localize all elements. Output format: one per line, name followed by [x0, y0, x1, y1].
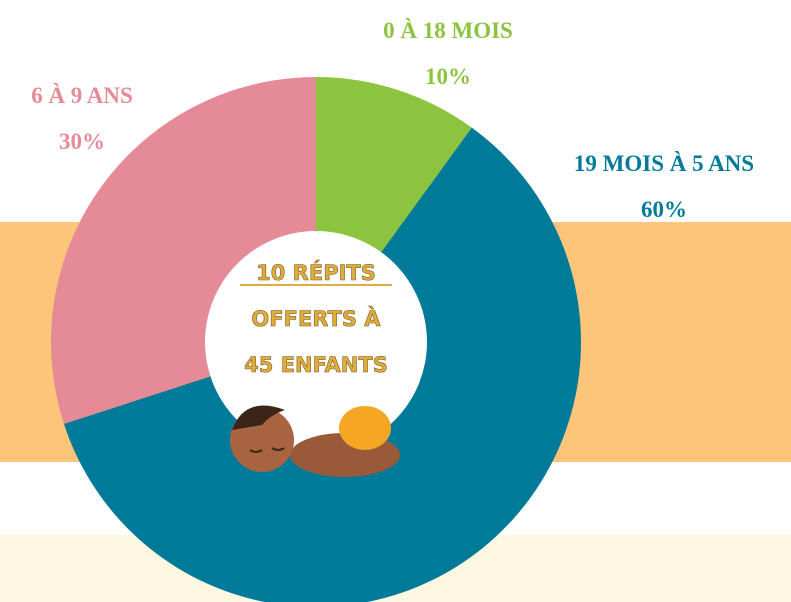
center-text: 10 RÉPITS OFFERTS À 45 ENFANTS	[240, 260, 392, 377]
infographic: 0 À 18 MOIS 10% 19 MOIS À 5 ANS 60% 6 À 9 AN…	[0, 0, 791, 602]
value-label: 60%	[641, 197, 687, 222]
category-label: 0 À 18 MOIS	[383, 18, 513, 43]
category-label: 19 MOIS À 5 ANS	[574, 151, 754, 176]
center-line: 45 ENFANTS	[244, 353, 388, 377]
value-label: 10%	[425, 64, 471, 89]
center-line: OFFERTS À	[251, 306, 381, 331]
center-line: 10 RÉPITS	[256, 260, 376, 285]
category-label: 6 À 9 ANS	[31, 83, 133, 108]
value-label: 30%	[59, 129, 105, 154]
